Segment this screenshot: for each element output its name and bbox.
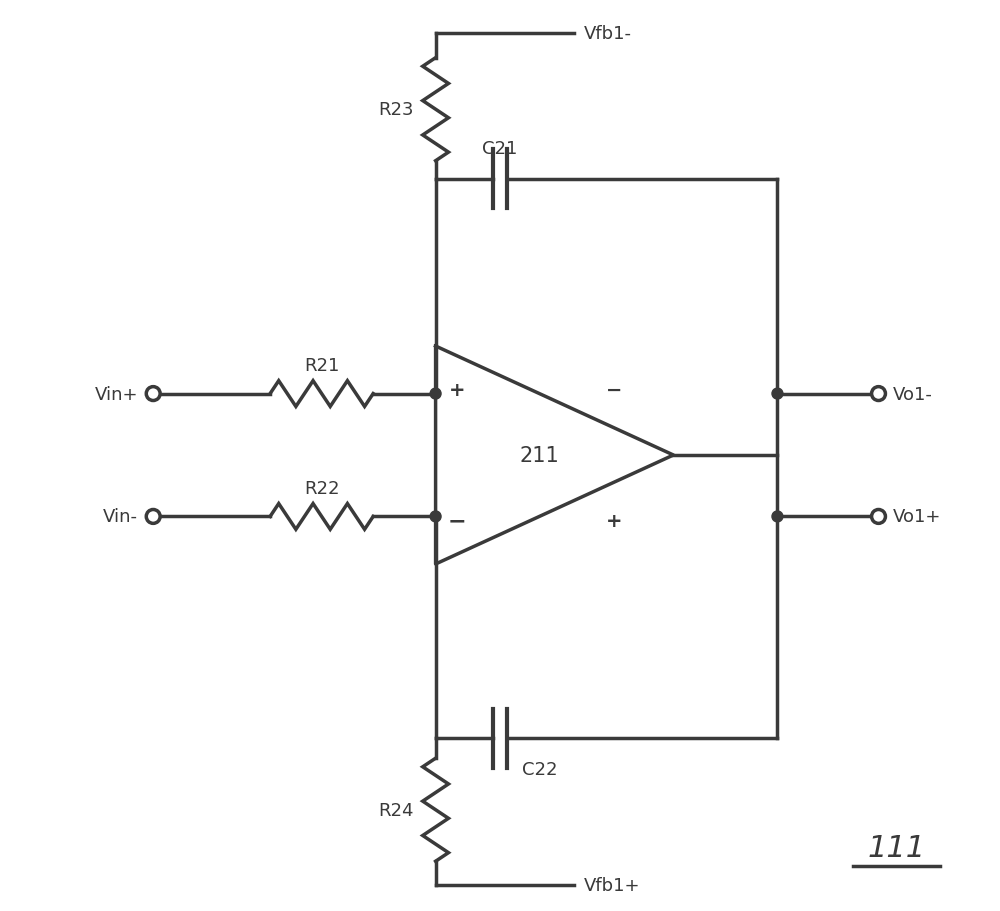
Text: R23: R23 xyxy=(378,101,414,119)
Text: R22: R22 xyxy=(304,479,339,497)
Text: Vfb1+: Vfb1+ xyxy=(584,876,641,894)
Circle shape xyxy=(772,389,783,400)
Text: C21: C21 xyxy=(482,139,518,158)
Text: +: + xyxy=(449,381,466,400)
Circle shape xyxy=(430,389,441,400)
Text: R21: R21 xyxy=(304,356,339,374)
Text: Vin+: Vin+ xyxy=(95,385,138,404)
Circle shape xyxy=(430,511,441,522)
Text: 211: 211 xyxy=(520,445,560,466)
Text: −: − xyxy=(448,511,467,531)
Text: Vo1+: Vo1+ xyxy=(892,507,941,526)
Circle shape xyxy=(772,511,783,522)
Text: Vin-: Vin- xyxy=(103,507,138,526)
Text: C22: C22 xyxy=(522,761,557,778)
Text: Vo1-: Vo1- xyxy=(892,385,932,404)
Text: Vfb1-: Vfb1- xyxy=(584,25,632,43)
Text: 111: 111 xyxy=(867,834,925,863)
Text: −: − xyxy=(606,381,622,400)
Text: R24: R24 xyxy=(378,801,414,819)
Text: +: + xyxy=(606,511,622,530)
Circle shape xyxy=(872,387,885,401)
Circle shape xyxy=(146,510,160,524)
Circle shape xyxy=(146,387,160,401)
Circle shape xyxy=(872,510,885,524)
